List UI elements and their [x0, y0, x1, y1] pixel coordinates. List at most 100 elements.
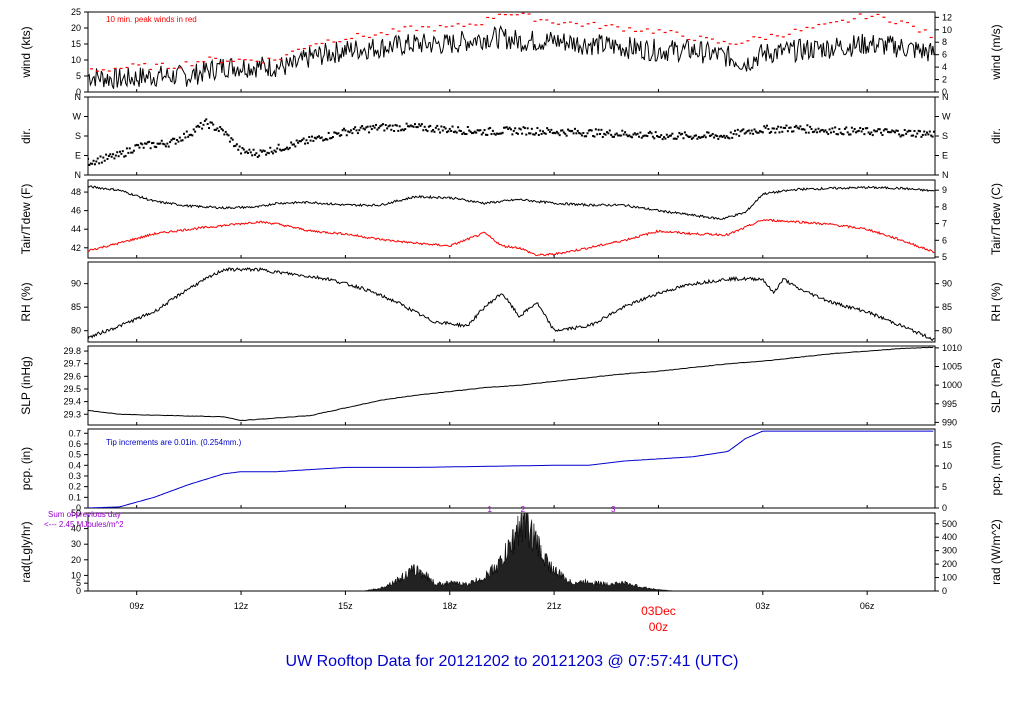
y-axis-label-right: pcp. (mm) — [989, 441, 1003, 495]
direction-point — [220, 128, 223, 131]
direction-point — [701, 135, 704, 138]
direction-point — [572, 132, 575, 135]
direction-point — [663, 136, 666, 139]
direction-point — [557, 132, 560, 135]
direction-point — [356, 132, 359, 135]
direction-point — [183, 132, 186, 135]
direction-point — [157, 142, 160, 145]
direction-point — [867, 131, 870, 134]
direction-point — [363, 128, 366, 131]
direction-point — [180, 139, 183, 142]
direction-point — [924, 133, 927, 136]
direction-point — [674, 137, 677, 140]
direction-point — [312, 139, 315, 142]
direction-point — [311, 135, 314, 138]
direction-point — [763, 125, 766, 128]
direction-point — [156, 142, 159, 145]
y-tick-label-left: 29.4 — [63, 397, 81, 407]
direction-point — [270, 150, 273, 153]
direction-point — [622, 133, 625, 136]
direction-point — [565, 134, 568, 137]
y-tick-label-right: 5 — [942, 252, 947, 262]
direction-point — [330, 137, 333, 140]
direction-point — [644, 134, 647, 137]
direction-point — [387, 125, 390, 128]
direction-point — [746, 130, 749, 133]
direction-point — [715, 135, 718, 138]
direction-point — [88, 163, 91, 166]
direction-point — [727, 136, 730, 139]
direction-point — [234, 144, 237, 147]
direction-point — [130, 151, 133, 154]
direction-point — [618, 134, 621, 137]
direction-point — [696, 137, 699, 140]
direction-point — [345, 134, 348, 137]
direction-point — [639, 131, 642, 134]
direction-point — [628, 134, 631, 137]
direction-point — [422, 129, 425, 132]
direction-point — [863, 133, 866, 136]
direction-point — [397, 129, 400, 132]
direction-point — [209, 121, 212, 124]
direction-point — [692, 136, 695, 139]
direction-point — [603, 132, 606, 135]
direction-point — [509, 128, 512, 131]
direction-point — [493, 132, 496, 135]
data-group — [88, 430, 934, 508]
direction-point — [187, 135, 190, 138]
direction-point — [238, 145, 241, 148]
y-tick-label-right: 85 — [942, 302, 952, 312]
direction-point — [821, 128, 824, 131]
direction-point — [536, 127, 539, 130]
direction-point — [413, 123, 416, 126]
direction-point — [471, 132, 474, 135]
direction-point — [553, 131, 556, 134]
direction-point — [215, 128, 218, 131]
y-axis-label-right: RH (%) — [989, 282, 1003, 321]
direction-point — [306, 142, 309, 145]
direction-point — [380, 124, 383, 127]
direction-point — [117, 155, 120, 158]
direction-point — [185, 130, 188, 133]
direction-point — [569, 130, 572, 133]
panel-frame — [87, 428, 936, 509]
direction-point — [739, 130, 742, 133]
direction-point — [412, 125, 415, 128]
direction-point — [708, 134, 711, 137]
direction-point — [266, 151, 269, 154]
y-tick-label-left: S — [75, 131, 81, 141]
direction-point — [490, 133, 493, 136]
direction-point — [599, 132, 602, 135]
day-marker-date: 03Dec — [641, 604, 676, 618]
direction-point — [441, 129, 444, 132]
direction-point — [889, 131, 892, 134]
direction-point — [820, 129, 823, 132]
direction-point — [113, 157, 116, 160]
direction-point — [226, 133, 229, 136]
direction-point — [212, 123, 215, 126]
direction-point — [444, 127, 447, 130]
direction-point — [888, 131, 891, 134]
y-axis-label-right: dir. — [989, 128, 1003, 144]
direction-point — [735, 133, 738, 136]
direction-point — [244, 151, 247, 154]
direction-point — [632, 133, 635, 136]
y-axis-label-right: Tair/Tdew (C) — [989, 183, 1003, 255]
direction-point — [681, 132, 684, 135]
direction-point — [459, 130, 462, 133]
direction-point — [347, 130, 350, 133]
direction-point — [258, 154, 261, 157]
direction-point — [828, 128, 831, 131]
direction-point — [544, 132, 547, 135]
direction-point — [596, 133, 599, 136]
direction-point — [885, 128, 888, 131]
direction-point — [607, 132, 610, 135]
direction-point — [221, 129, 224, 132]
direction-point — [914, 135, 917, 138]
direction-point — [930, 134, 933, 137]
direction-point — [721, 135, 724, 138]
direction-point — [846, 131, 849, 134]
direction-point — [405, 122, 408, 125]
direction-point — [199, 121, 202, 124]
direction-point — [543, 132, 546, 135]
